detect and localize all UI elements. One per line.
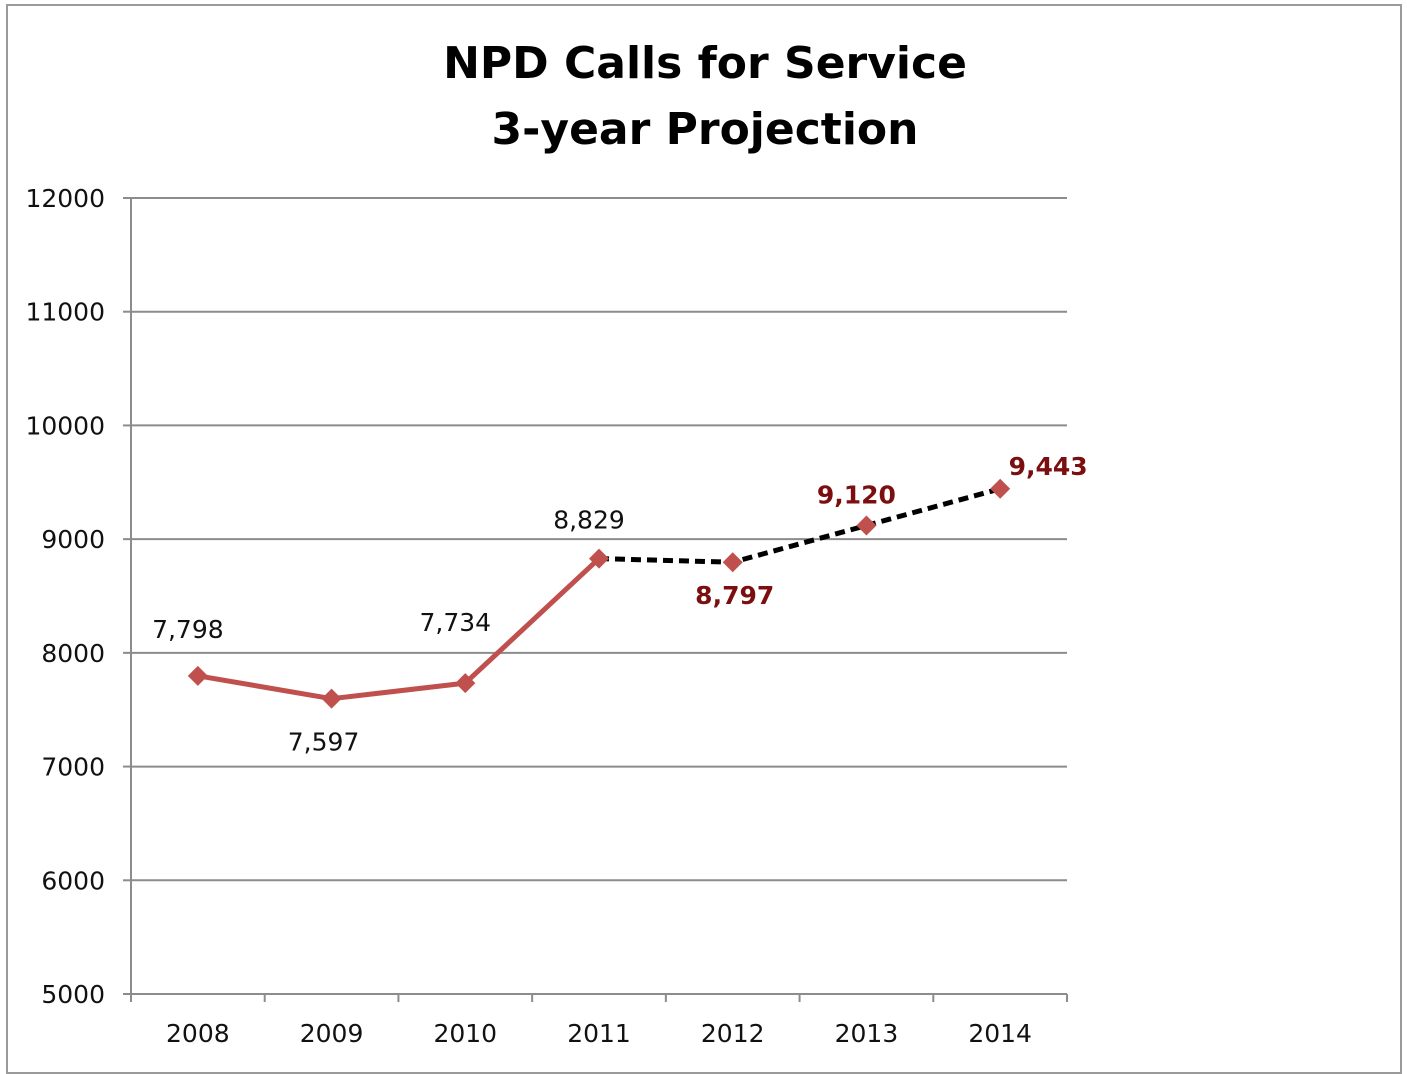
data-label: 8,797 bbox=[695, 581, 774, 610]
data-point-marker bbox=[589, 548, 609, 569]
y-tick-label: 12000 bbox=[25, 184, 105, 213]
data-label: 7,597 bbox=[288, 728, 360, 757]
data-point-marker bbox=[990, 478, 1011, 499]
x-tick-label: 2010 bbox=[433, 1019, 497, 1048]
chart-title-line-1: NPD Calls for Service bbox=[443, 38, 967, 89]
actual-line bbox=[197, 556, 601, 702]
series-lines bbox=[197, 486, 1001, 702]
data-label: 9,443 bbox=[1009, 452, 1088, 481]
x-tick-label: 2012 bbox=[701, 1019, 765, 1048]
data-label: 7,734 bbox=[419, 608, 491, 637]
x-tick-label: 2008 bbox=[166, 1019, 230, 1048]
x-tick-label: 2009 bbox=[300, 1019, 364, 1048]
data-point-marker bbox=[722, 552, 743, 573]
data-label: 9,120 bbox=[817, 480, 896, 509]
data-label: 8,829 bbox=[553, 506, 625, 535]
y-tick-label: 9000 bbox=[41, 525, 105, 554]
chart-title-line-2: 3-year Projection bbox=[492, 104, 919, 155]
data-labels: 7,798 7,597 7,734 8,829 8,797 9,120 9,443 bbox=[152, 452, 1088, 757]
x-tick-label: 2014 bbox=[968, 1019, 1032, 1048]
data-point-marker bbox=[856, 515, 877, 536]
data-label: 7,798 bbox=[152, 615, 224, 644]
data-point-marker bbox=[455, 673, 476, 694]
data-markers bbox=[187, 478, 1011, 709]
projection-line bbox=[598, 486, 1001, 565]
y-tick-label: 6000 bbox=[41, 866, 105, 895]
y-tick-label: 5000 bbox=[41, 980, 105, 1009]
y-tick-label: 8000 bbox=[41, 639, 105, 668]
gridlines bbox=[131, 197, 1067, 882]
y-tick-label: 7000 bbox=[41, 753, 105, 782]
y-tick-label: 10000 bbox=[25, 411, 105, 440]
x-tick-label: 2013 bbox=[835, 1019, 899, 1048]
data-point-marker bbox=[321, 688, 342, 709]
y-tick-label: 11000 bbox=[25, 298, 105, 327]
x-tick-label: 2011 bbox=[567, 1019, 631, 1048]
axes: 5000 6000 7000 8000 9000 10000 11000 12000 2008 2… bbox=[25, 184, 1068, 1048]
data-point-marker bbox=[187, 665, 208, 686]
